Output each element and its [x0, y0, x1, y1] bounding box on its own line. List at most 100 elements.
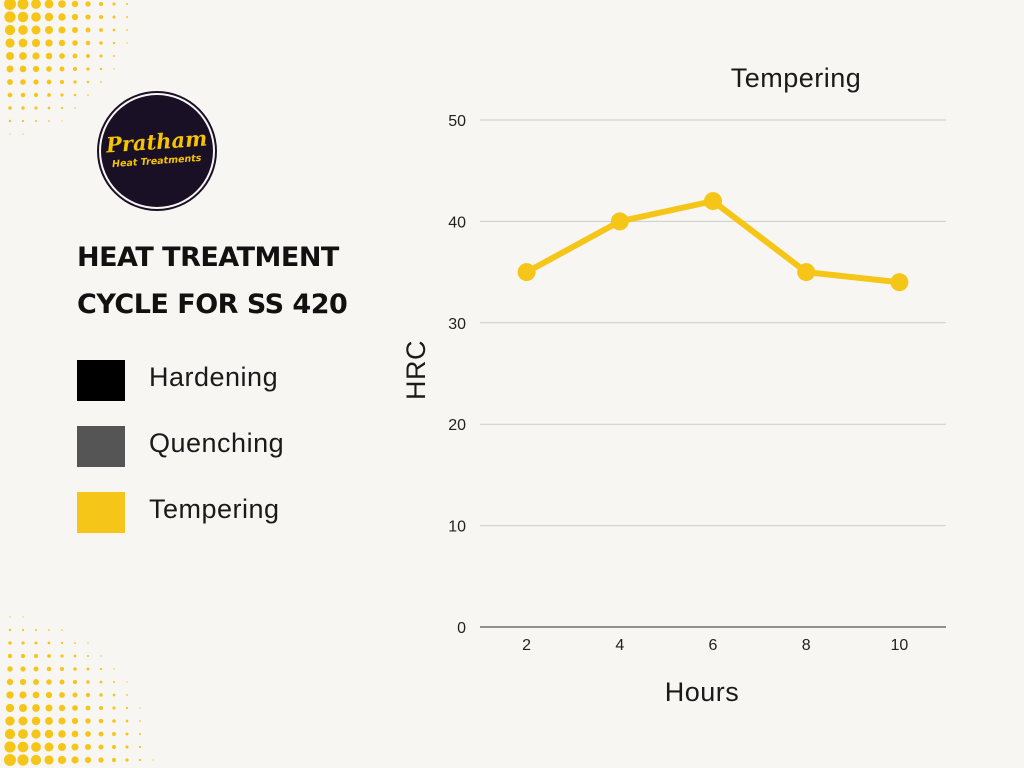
halftone-dot: [44, 0, 54, 9]
halftone-dot: [5, 716, 15, 726]
y-axis-label: HRC: [401, 340, 431, 400]
halftone-dot: [48, 629, 50, 631]
halftone-dot: [7, 92, 13, 98]
halftone-dot: [73, 93, 77, 97]
halftone-dot: [86, 54, 90, 58]
halftone-dot: [72, 53, 78, 59]
halftone-dot: [7, 653, 13, 659]
chart-gridlines: [480, 119, 946, 628]
halftone-dot: [58, 717, 66, 725]
halftone-dot: [72, 40, 78, 46]
halftone-dot: [73, 667, 77, 671]
halftone-dot: [6, 678, 14, 686]
halftone-dot: [44, 25, 54, 35]
halftone-dot: [100, 81, 102, 83]
halftone-dot: [71, 13, 79, 21]
legend-swatch-quenching: [77, 426, 125, 467]
x-axis-label: Hours: [665, 677, 740, 707]
halftone-dot: [59, 79, 65, 85]
halftone-dot: [3, 0, 17, 11]
halftone-dot: [31, 38, 41, 48]
halftone-dot: [72, 66, 78, 72]
halftone-dot: [60, 106, 64, 110]
halftone-dot: [125, 758, 129, 762]
y-tick-label: 50: [448, 113, 466, 130]
halftone-dot: [20, 79, 26, 85]
halftone-dot: [71, 0, 79, 8]
data-point: [797, 263, 816, 282]
halftone-dot: [60, 654, 64, 658]
halftone-dot: [74, 107, 76, 109]
halftone-dot: [31, 0, 41, 9]
y-tick-label: 20: [448, 417, 466, 434]
halftone-dot: [71, 717, 79, 725]
halftone-dot: [32, 65, 40, 73]
halftone-dot: [60, 641, 64, 645]
halftone-dot: [45, 704, 53, 712]
halftone-dot: [98, 14, 104, 20]
halftone-dot: [7, 79, 13, 85]
halftone-dot: [18, 25, 28, 35]
halftone-dot: [98, 718, 104, 724]
x-tick-label: 10: [891, 637, 909, 654]
halftone-dot: [9, 133, 11, 135]
halftone-dot: [34, 106, 38, 110]
halftone-dot: [84, 756, 92, 764]
line-chart: Tempering 0 10 20 30 40 50 2 4 6 8 10 HRC Hours: [401, 63, 946, 707]
halftone-dot: [32, 704, 40, 712]
halftone-dot: [112, 28, 116, 32]
halftone-dot: [72, 679, 78, 685]
halftone-dot: [138, 745, 142, 749]
halftone-dot: [6, 65, 14, 73]
halftone-dot: [9, 616, 11, 618]
halftone-dot: [8, 628, 12, 632]
halftone-dot: [73, 80, 77, 84]
halftone-dot: [98, 744, 104, 750]
halftone-dot: [100, 655, 102, 657]
halftone-dot: [21, 119, 25, 123]
halftone-dot: [48, 120, 50, 122]
halftone-dot: [31, 742, 41, 752]
halftone-dot: [86, 67, 90, 71]
halftone-dot: [18, 38, 28, 48]
halftone-dot: [8, 641, 12, 645]
halftone-dot: [44, 729, 54, 739]
halftone-dot: [45, 52, 53, 60]
y-tick-label: 10: [448, 519, 466, 536]
halftone-dot: [59, 53, 65, 59]
data-point: [610, 212, 629, 231]
halftone-dot: [139, 707, 141, 709]
halftone-dot: [125, 745, 129, 749]
halftone-dot: [44, 742, 54, 752]
halftone-dot: [99, 54, 103, 58]
halftone-dot: [125, 719, 129, 723]
halftone-dot: [59, 66, 65, 72]
halftone-dot: [47, 106, 51, 110]
x-axis-ticks: 2 4 6 8 10: [522, 637, 908, 654]
halftone-dot: [30, 754, 42, 766]
halftone-dot: [31, 729, 41, 739]
halftone-dot: [112, 680, 116, 684]
halftone-dot: [21, 628, 25, 632]
halftone-dot: [3, 753, 17, 767]
halftone-dot: [58, 704, 66, 712]
x-tick-label: 4: [615, 637, 624, 654]
halftone-dot: [32, 52, 40, 60]
halftone-dot: [58, 39, 66, 47]
halftone-dot: [58, 730, 66, 738]
halftone-dot: [19, 678, 27, 686]
halftone-dot: [86, 680, 90, 684]
halftone-dot: [33, 666, 39, 672]
halftone-dot: [85, 1, 91, 7]
halftone-dot: [72, 27, 78, 33]
halftone-dot: [73, 654, 77, 658]
halftone-dot: [126, 29, 128, 31]
data-point: [517, 263, 536, 282]
halftone-dot: [45, 39, 53, 47]
halftone-dot: [99, 67, 103, 71]
halftone-dot: [113, 668, 115, 670]
halftone-dot: [71, 756, 79, 764]
x-tick-label: 6: [709, 637, 718, 654]
halftone-dot: [61, 629, 63, 631]
halftone-dot: [58, 13, 66, 21]
